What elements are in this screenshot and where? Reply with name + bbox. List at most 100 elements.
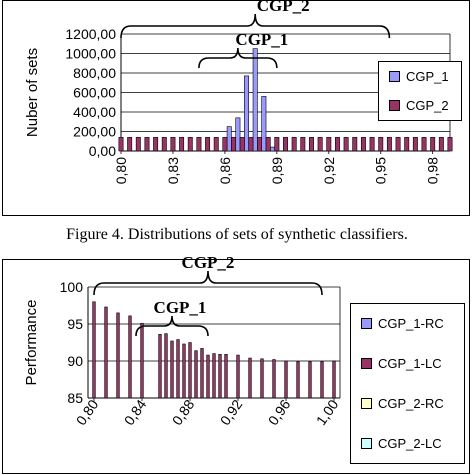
- y-axis-label: Nuber of sets: [24, 48, 41, 137]
- bar-cgp-2-12: [222, 137, 228, 152]
- bar-cgp-2-11: [213, 137, 219, 152]
- brace-annotation: [198, 47, 278, 69]
- legend-label: CGP_2-LC: [378, 435, 442, 451]
- legend-item: CGP_2-RC: [361, 395, 444, 411]
- y-tick-label: 400,00: [73, 104, 116, 120]
- x-tick-label: 0,96: [265, 396, 294, 428]
- bar-cgp-2-10: [205, 137, 211, 152]
- y-tick-label: 85: [67, 390, 83, 406]
- bar-cgp-2-16: [257, 137, 262, 152]
- bar-cgp-2-0: [118, 137, 124, 152]
- annotation-label: CGP_1: [154, 298, 207, 317]
- y-tick-label: 600,00: [73, 85, 116, 101]
- bar-cgp-1-lc-17: [236, 354, 240, 399]
- bar-cgp-2-30: [378, 137, 384, 152]
- legend-swatch: [361, 358, 372, 370]
- figure-caption: Figure 4. Distributions of sets of synth…: [66, 226, 408, 243]
- brace-annotation: [93, 270, 323, 296]
- bar-cgp-2-28: [360, 137, 366, 152]
- legend-swatch: [389, 100, 400, 111]
- bar-cgp-2-35: [421, 137, 427, 152]
- bar-cgp-1-lc-5: [158, 334, 162, 399]
- x-tick-label: 0,89: [269, 157, 285, 184]
- bar-cgp-1-lc-20: [272, 359, 276, 399]
- y-tick-label: 90: [67, 353, 83, 369]
- bar-cgp-2-32: [395, 137, 401, 152]
- bar-cgp-1-lc-2: [116, 312, 120, 399]
- legend-item: CGP_1-RC: [361, 316, 444, 332]
- y-tick-label: 0,00: [89, 143, 116, 159]
- x-tick-label: 0,98: [425, 157, 441, 184]
- bar-cgp-1-4: [261, 96, 267, 152]
- bar-cgp-2-17: [265, 137, 271, 152]
- bar-cgp-1-lc-9: [182, 343, 186, 399]
- bar-cgp-2-25: [334, 137, 340, 152]
- bar-cgp-2-33: [404, 137, 410, 152]
- bar-cgp-2-14: [239, 137, 245, 152]
- x-tick-label: 0,88: [169, 396, 198, 428]
- bar-cgp-1-lc-4: [140, 322, 144, 399]
- legend-swatch: [361, 318, 372, 330]
- x-tick-label: 0,95: [373, 157, 389, 184]
- x-tick-label: 0,92: [217, 396, 246, 428]
- y-axis-label: Performance: [23, 300, 40, 386]
- bar-cgp-2-4: [153, 137, 159, 152]
- bar-cgp-2-26: [343, 137, 349, 152]
- bar-cgp-2-22: [309, 137, 314, 152]
- bar-cgp-1-lc-11: [194, 350, 198, 399]
- legend-item: CGP_1: [389, 69, 449, 85]
- bar-cgp-1-lc-10: [188, 342, 192, 399]
- y-tick-label: 95: [67, 316, 83, 332]
- bar-cgp-1-lc-18: [248, 357, 252, 399]
- bar-cgp-2-1: [127, 137, 133, 152]
- y-tick-label: 100: [60, 279, 84, 295]
- bar-cgp-1-3: [252, 48, 258, 152]
- x-tick-label: 0,92: [321, 157, 337, 184]
- bar-cgp-2-21: [300, 137, 306, 152]
- bar-cgp-1-lc-0: [92, 301, 96, 399]
- bar-cgp-1-1: [235, 117, 241, 152]
- legend-label: CGP_2: [406, 98, 449, 113]
- bar-cgp-1-lc-15: [218, 354, 222, 399]
- bar-cgp-2-34: [412, 137, 418, 152]
- bar-cgp-2-38: [447, 137, 453, 152]
- bar-cgp-2-9: [196, 137, 202, 152]
- annotation-label: CGP_2: [182, 253, 235, 272]
- bottom-chart-legend: CGP_1-RC CGP_1-LC CGP_2-RC CGP_2-LC: [350, 303, 465, 464]
- bar-cgp-1-lc-22: [296, 361, 300, 399]
- bar-cgp-2-2: [135, 137, 141, 152]
- bar-cgp-2-31: [386, 137, 392, 152]
- bar-cgp-2-13: [231, 137, 237, 152]
- legend-label: CGP_1-LC: [378, 356, 442, 372]
- bar-cgp-2-36: [430, 137, 436, 152]
- x-tick-label: 0,84: [121, 396, 150, 428]
- legend-swatch: [361, 437, 372, 449]
- bar-cgp-1-2: [244, 75, 250, 152]
- bar-cgp-1-lc-14: [212, 353, 216, 399]
- bar-cgp-2-27: [352, 137, 358, 152]
- bar-cgp-2-15: [248, 137, 254, 152]
- bar-cgp-1-lc-16: [224, 354, 228, 399]
- bar-cgp-1-lc-21: [284, 360, 288, 399]
- bar-cgp-2-20: [291, 137, 297, 152]
- bar-cgp-2-37: [438, 137, 444, 152]
- y-tick-label: 200,00: [73, 124, 116, 140]
- bar-cgp-1-lc-8: [176, 339, 180, 399]
- legend-label: CGP_2-RC: [378, 395, 444, 411]
- bar-cgp-1-lc-19: [260, 358, 264, 399]
- bar-cgp-1-lc-1: [104, 306, 108, 399]
- bar-cgp-1-lc-3: [128, 315, 132, 399]
- bar-cgp-2-6: [170, 137, 176, 152]
- bar-cgp-1-lc-25: [332, 360, 336, 399]
- top-chart-legend: CGP_1 CGP_2: [378, 61, 462, 121]
- bar-cgp-1-lc-12: [200, 348, 204, 399]
- annotation-label: CGP_2: [257, 0, 310, 15]
- bar-cgp-1-lc-6: [164, 333, 168, 399]
- legend-swatch: [361, 397, 372, 409]
- annotation-label: CGP_1: [235, 30, 288, 49]
- legend-swatch: [389, 71, 400, 82]
- bar-cgp-2-23: [317, 137, 323, 152]
- bar-cgp-2-3: [144, 137, 150, 152]
- bar-cgp-2-5: [161, 137, 167, 152]
- brace-annotation: [120, 13, 391, 39]
